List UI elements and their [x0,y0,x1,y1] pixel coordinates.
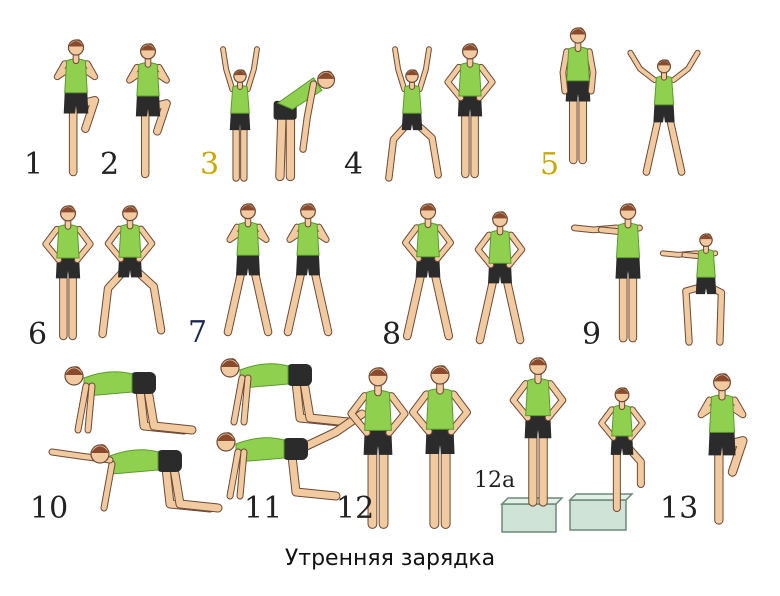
figure-11b [216,409,367,501]
figure-2 [126,43,171,179]
figure-13 [697,373,748,525]
figure-7b [283,203,333,337]
figure-12a [347,367,409,529]
figure-8a [402,203,454,341]
step-box-2 [568,493,634,531]
exercise-number-5: 5 [540,147,560,182]
figure-12a-1 [509,357,567,507]
exercise-number-4: 4 [344,147,364,182]
poster-caption: Утренняя зарядка [284,546,496,571]
figure-8b [474,211,526,345]
exercise-number-7: 7 [188,315,208,350]
figure-6b [98,205,166,339]
exercise-number-1: 1 [24,147,44,182]
figure-7a [223,203,273,337]
exercise-number-3: 3 [200,147,220,182]
exercise-number-12: 12 [336,491,375,526]
exercise-number-6: 6 [28,317,48,352]
figure-4a [385,46,442,182]
figure-4b [444,43,496,179]
exercise-number-2: 2 [100,147,120,182]
figure-6a [42,205,94,341]
exercise-number-11: 11 [244,491,283,526]
exercise-number-9: 9 [582,317,602,352]
figure-3a [220,46,260,182]
exercise-number-10: 10 [30,491,69,526]
exercise-number-8: 8 [382,317,402,352]
figure-5b [627,49,701,176]
exercise-number-13: 13 [660,491,699,526]
figure-9b [659,233,726,346]
figure-10a [64,366,197,435]
figure-12a-2 [598,387,646,512]
figure-5a [559,27,597,165]
figure-12b [409,365,471,529]
exercise-illustrations [42,27,748,533]
figure-3b [273,70,336,182]
figure-1 [53,39,100,177]
exercise-number-12a: 12a [474,468,516,493]
figure-11a [220,358,353,427]
figure-9a [571,203,643,343]
figure-10b [48,444,223,513]
